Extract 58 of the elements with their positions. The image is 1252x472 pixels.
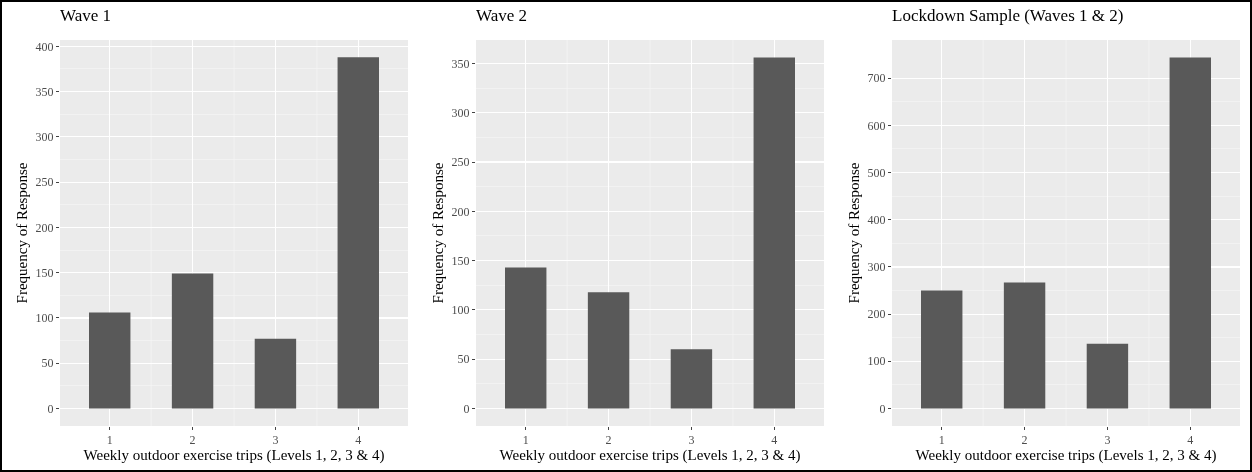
y-tick-label: 0 — [879, 401, 886, 416]
y-axis-title: Frequency of Response — [13, 162, 30, 304]
x-tick-label: 2 — [605, 433, 612, 448]
bar — [1003, 282, 1046, 409]
x-tick-label: 4 — [355, 433, 362, 448]
chart-title: Lockdown Sample (Waves 1 & 2) — [892, 5, 1124, 25]
bar — [337, 57, 379, 409]
chart-title: Wave 2 — [476, 5, 528, 25]
y-tick-label: 250 — [35, 175, 54, 190]
y-axis-title: Frequency of Response — [845, 162, 862, 304]
x-tick-label: 4 — [1187, 433, 1194, 448]
x-tick-label: 3 — [688, 433, 695, 448]
x-tick-label: 3 — [1104, 433, 1111, 448]
bar — [921, 290, 963, 409]
y-tick-label: 300 — [867, 260, 886, 275]
bar — [89, 312, 131, 409]
y-tick-label: 350 — [35, 84, 54, 99]
bar — [753, 57, 795, 409]
bar — [505, 267, 547, 409]
y-tick-label: 400 — [35, 39, 54, 54]
y-tick-label: 300 — [35, 130, 54, 145]
x-tick-label: 2 — [189, 433, 196, 448]
y-tick-label: 200 — [451, 204, 470, 219]
y-tick-label: 600 — [867, 118, 886, 133]
x-axis-title: Weekly outdoor exercise trips (Levels 1, 2, 3 & 4) — [915, 447, 1217, 465]
y-tick-label: 200 — [35, 220, 54, 235]
x-tick-label: 4 — [771, 433, 778, 448]
y-tick-label: 50 — [41, 356, 54, 371]
y-tick-label: 200 — [867, 307, 886, 322]
x-axis-title: Weekly outdoor exercise trips (Levels 1, 2, 3 & 4) — [499, 447, 801, 465]
y-tick-label: 400 — [867, 212, 886, 227]
bar — [670, 349, 713, 409]
y-tick-label: 150 — [35, 265, 54, 280]
bar — [254, 338, 297, 409]
y-tick-label: 300 — [451, 105, 470, 120]
x-tick-label: 1 — [522, 433, 529, 448]
bar — [1169, 57, 1211, 409]
y-tick-label: 100 — [451, 303, 470, 318]
y-tick-label: 350 — [451, 56, 470, 71]
y-tick-label: 50 — [457, 352, 470, 367]
x-axis-title: Weekly outdoor exercise trips (Levels 1, 2, 3 & 4) — [83, 447, 385, 465]
y-tick-label: 500 — [867, 165, 886, 180]
y-tick-label: 0 — [463, 401, 470, 416]
y-tick-label: 150 — [451, 253, 470, 268]
x-tick-label: 3 — [272, 433, 279, 448]
y-axis-title: Frequency of Response — [429, 162, 446, 304]
y-tick-label: 700 — [867, 71, 886, 86]
x-tick-label: 2 — [1021, 433, 1028, 448]
y-tick-label: 0 — [47, 401, 54, 416]
bar — [587, 292, 630, 409]
x-tick-label: 1 — [938, 433, 945, 448]
chart-title: Wave 1 — [60, 5, 112, 25]
x-tick-label: 1 — [106, 433, 113, 448]
y-tick-label: 250 — [451, 155, 470, 170]
bar — [1086, 343, 1129, 409]
y-tick-label: 100 — [867, 354, 886, 369]
y-tick-label: 100 — [35, 311, 54, 326]
bar — [171, 273, 214, 409]
